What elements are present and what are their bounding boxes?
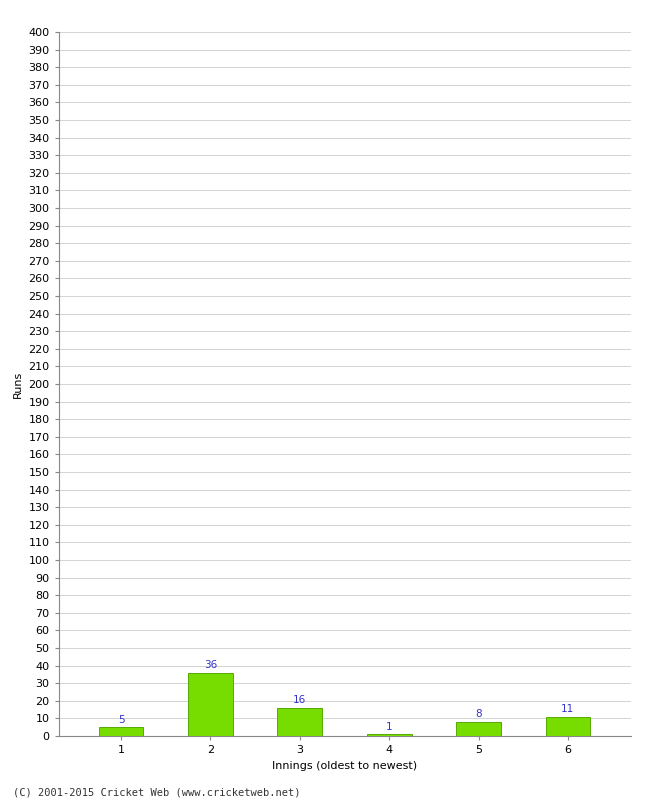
Bar	[278, 708, 322, 736]
Y-axis label: Runs: Runs	[12, 370, 23, 398]
Text: 36: 36	[204, 660, 217, 670]
Text: 11: 11	[562, 704, 575, 714]
Bar	[99, 727, 144, 736]
Text: 16: 16	[293, 695, 306, 706]
Bar	[545, 717, 590, 736]
Text: 8: 8	[475, 710, 482, 719]
Text: (C) 2001-2015 Cricket Web (www.cricketweb.net): (C) 2001-2015 Cricket Web (www.cricketwe…	[13, 787, 300, 798]
Text: 5: 5	[118, 714, 124, 725]
Text: 1: 1	[386, 722, 393, 731]
Bar	[456, 722, 501, 736]
Bar	[367, 734, 411, 736]
X-axis label: Innings (oldest to newest): Innings (oldest to newest)	[272, 761, 417, 770]
Bar	[188, 673, 233, 736]
